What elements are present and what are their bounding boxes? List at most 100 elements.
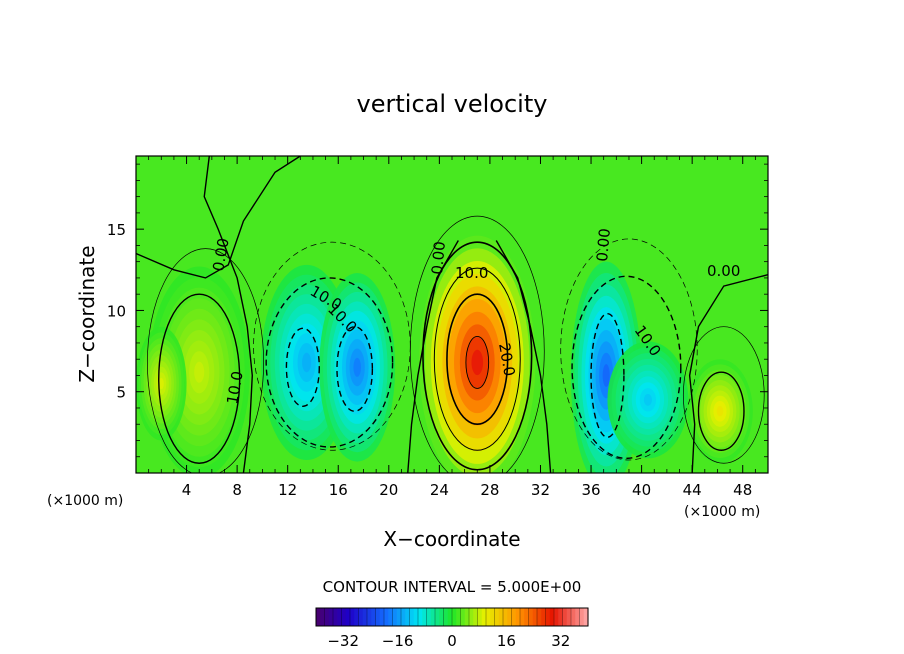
x-tick-label: 28 <box>480 481 499 499</box>
y-tick-label: 5 <box>116 384 126 402</box>
field-shade <box>194 361 205 383</box>
y-tick-label: 10 <box>107 302 126 320</box>
contour-lines <box>136 156 768 473</box>
colorbar-segment <box>473 608 479 626</box>
field-shade <box>353 357 361 377</box>
colorbar-segment <box>528 608 534 626</box>
colorbar-segment <box>405 608 411 626</box>
y-axis-label: Z−coordinate <box>75 245 99 382</box>
field-shade <box>471 349 484 376</box>
x-tick-label: 16 <box>329 481 348 499</box>
colorbar-segment <box>354 608 360 626</box>
contour-line <box>682 326 765 464</box>
colorbar-segment <box>571 608 576 626</box>
colorbar-segment <box>481 608 487 626</box>
zero-contour <box>688 273 768 473</box>
colorbar-segment <box>358 608 364 626</box>
colorbar-segment <box>464 608 470 626</box>
x-tick-label: 8 <box>232 481 242 499</box>
colorbar-segment <box>511 608 517 626</box>
colorbar-segment <box>337 608 343 626</box>
colorbar-tick-label: −32 <box>327 632 359 650</box>
contour-line <box>446 293 509 426</box>
colorbar-segment <box>532 608 538 626</box>
colorbar-tick-label: 16 <box>497 632 516 650</box>
colorbar-segment <box>549 608 555 626</box>
contour-line <box>433 267 521 451</box>
x-axis-ticks: 4 8 12 16 20 24 28 32 36 40 44 48 <box>148 156 756 499</box>
colorbar-segment <box>350 608 355 626</box>
colorbar-segment <box>375 608 381 626</box>
contour-line <box>253 241 411 451</box>
colorbar-tick-label: 0 <box>447 632 457 650</box>
colorbar-segment <box>392 608 398 626</box>
contour-line <box>697 371 745 451</box>
contour-line <box>465 335 490 389</box>
colorbar-segment <box>430 608 436 626</box>
colorbar-segment <box>456 608 462 626</box>
field-shade <box>643 393 652 406</box>
colorbar-segment <box>490 608 496 626</box>
colorbar-segment <box>333 608 338 626</box>
colorbar-segment <box>435 608 440 626</box>
colorbar-segment <box>320 608 326 626</box>
field-shade <box>158 377 164 390</box>
contour-line <box>265 277 394 448</box>
colorbar-segment <box>341 608 347 626</box>
contour-interval-text: CONTOUR INTERVAL = 5.000E+00 <box>323 578 582 596</box>
colorbar-segment <box>443 608 449 626</box>
colorbar-segment <box>401 608 406 626</box>
colorbar-segment <box>345 608 351 626</box>
x-tick-label: 36 <box>581 481 600 499</box>
colorbar-segment <box>507 608 513 626</box>
velocity-field <box>136 156 768 473</box>
x-tick-label: 40 <box>632 481 651 499</box>
colorbar-segment <box>362 608 368 626</box>
contour-label: 0.00 <box>593 228 614 263</box>
colorbar-segment <box>545 608 551 626</box>
colorbar-segment <box>477 608 483 626</box>
colorbar-segment <box>537 608 542 626</box>
zero-contour <box>203 156 253 473</box>
contour-line <box>285 327 320 408</box>
colorbar-segment <box>422 608 428 626</box>
contour-label: 10.0 <box>455 264 488 282</box>
contour-line <box>336 325 374 412</box>
colorbar-ticks: −32 −16 0 16 32 <box>327 632 570 650</box>
colorbar-tick-label: −16 <box>382 632 414 650</box>
colorbar-segment <box>503 608 508 626</box>
contour-label: 0.00 <box>707 262 740 280</box>
colorbar-segment <box>328 608 334 626</box>
colorbar-segment <box>439 608 445 626</box>
colorbar-segment <box>486 608 491 626</box>
colorbar <box>316 608 589 626</box>
colorbar-segment <box>447 608 453 626</box>
field-shade <box>716 406 724 417</box>
colorbar-segment <box>494 608 500 626</box>
x-tick-label: 24 <box>430 481 449 499</box>
contour-line <box>571 275 682 460</box>
contour-line <box>560 238 698 461</box>
x-tick-label: 12 <box>278 481 297 499</box>
zero-contour <box>495 240 552 473</box>
colorbar-segment <box>524 608 530 626</box>
colorbar-segment <box>384 608 389 626</box>
contour-line <box>147 248 264 473</box>
colorbar-segment <box>379 608 385 626</box>
colorbar-segment <box>583 608 589 626</box>
colorbar-segment <box>554 608 559 626</box>
colorbar-frame <box>315 607 589 627</box>
colorbar-segment <box>452 608 457 626</box>
x-tick-label: 48 <box>733 481 752 499</box>
field-shade <box>602 364 610 387</box>
contour-label: 20.0 <box>495 342 519 378</box>
x-tick-label: 20 <box>379 481 398 499</box>
y-tick-label: 15 <box>107 221 126 239</box>
x-unit-label-left: (×1000 m) <box>47 493 123 509</box>
contour-label: 10.0 <box>223 370 247 406</box>
chart-title: vertical velocity <box>357 90 548 118</box>
x-tick-label: 4 <box>182 481 192 499</box>
y-axis-ticks: 5 10 15 <box>107 163 768 458</box>
field-shade <box>302 352 312 373</box>
